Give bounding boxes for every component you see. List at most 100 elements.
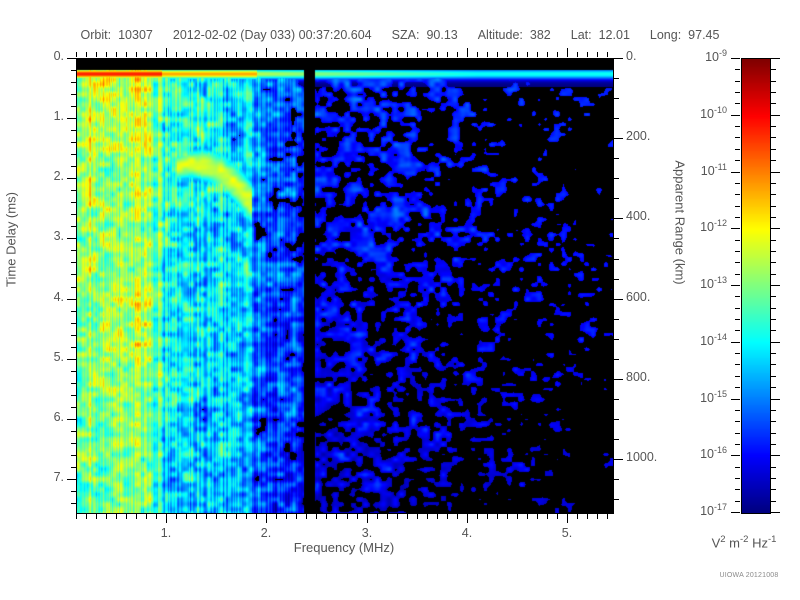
- axis-tick: [206, 514, 207, 519]
- axis-tick: [71, 287, 76, 288]
- sza-label: SZA:: [391, 28, 420, 42]
- x-tick-label: 3.: [361, 526, 373, 540]
- axis-tick: [71, 70, 76, 71]
- axis-tick: [276, 514, 277, 519]
- axis-tick: [296, 514, 297, 519]
- colorbar-tick: [731, 172, 740, 173]
- axis-tick: [347, 514, 348, 519]
- axis-tick: [397, 514, 398, 519]
- axis-tick: [507, 52, 508, 57]
- axis-tick: [614, 419, 619, 420]
- altitude-label: Altitude:: [477, 28, 523, 42]
- x-tick-label: 4.: [461, 526, 473, 540]
- colorbar-tick: [771, 501, 776, 502]
- colorbar-tick: [735, 410, 740, 411]
- axis-tick: [256, 52, 257, 57]
- colorbar-tick-label: 10-10: [700, 105, 727, 122]
- axis-tick: [166, 48, 167, 57]
- colorbar-tick: [771, 376, 776, 377]
- axis-tick: [196, 52, 197, 57]
- axis-tick: [266, 514, 267, 523]
- axis-tick: [614, 198, 619, 199]
- axis-tick: [477, 514, 478, 519]
- colorbar-tick: [771, 228, 780, 229]
- colorbar-tick: [771, 308, 776, 309]
- colorbar-tick: [771, 364, 776, 365]
- axis-tick: [296, 52, 297, 57]
- axis-tick: [176, 514, 177, 519]
- colorbar-tick: [771, 342, 780, 343]
- axis-tick: [136, 514, 137, 519]
- axis-tick: [587, 52, 588, 57]
- axis-tick: [71, 395, 76, 396]
- y-tick-label-left: 4.: [53, 290, 64, 304]
- colorbar-tick: [771, 206, 776, 207]
- datetime-value: 2012-02-02 (Day 033) 00:37:20.604: [172, 28, 372, 42]
- axis-tick: [614, 339, 619, 340]
- colorbar-gradient: [742, 59, 770, 513]
- axis-tick: [557, 52, 558, 57]
- colorbar-tick: [735, 240, 740, 241]
- axis-tick: [367, 514, 368, 523]
- credit-line: UIOWA 20121008: [719, 572, 779, 579]
- axis-tick: [266, 48, 267, 57]
- colorbar-tick: [735, 194, 740, 195]
- axis-tick: [577, 52, 578, 57]
- colorbar-units-label: V2 m-2 Hz-1: [711, 534, 777, 551]
- axis-tick: [71, 166, 76, 167]
- axis-tick: [67, 178, 76, 179]
- y-tick-label-right: 800.: [626, 370, 651, 384]
- axis-tick: [614, 118, 619, 119]
- x-tick-label: 2.: [260, 526, 272, 540]
- axis-tick: [71, 226, 76, 227]
- axis-tick: [226, 514, 227, 519]
- metadata-header: Orbit: 10307 2012-02-02 (Day 033) 00:37:20…: [0, 28, 800, 42]
- axis-tick: [67, 118, 76, 119]
- axis-tick: [71, 371, 76, 372]
- axis-tick: [614, 98, 619, 99]
- colorbar-tick: [771, 467, 776, 468]
- colorbar-tick: [771, 194, 776, 195]
- axis-tick: [71, 106, 76, 107]
- axis-tick: [246, 52, 247, 57]
- axis-tick: [71, 250, 76, 251]
- axis-tick: [487, 52, 488, 57]
- colorbar-tick: [771, 410, 776, 411]
- colorbar-tick: [771, 81, 776, 82]
- y-tick-label-left: 7.: [53, 470, 64, 484]
- axis-tick: [71, 142, 76, 143]
- x-tick-label: 5.: [561, 526, 573, 540]
- axis-tick: [614, 359, 619, 360]
- colorbar-tick: [735, 251, 740, 252]
- axis-tick: [71, 467, 76, 468]
- axis-tick: [497, 514, 498, 519]
- axis-tick: [357, 52, 358, 57]
- colorbar-tick: [771, 512, 780, 513]
- axis-tick: [467, 514, 468, 523]
- lat-value: 12.01: [598, 28, 630, 42]
- axis-tick: [67, 299, 76, 300]
- altitude-value: 382: [529, 28, 551, 42]
- lat-label: Lat:: [570, 28, 592, 42]
- axis-tick: [71, 202, 76, 203]
- axis-tick: [447, 52, 448, 57]
- colorbar-tick: [735, 376, 740, 377]
- axis-tick: [71, 82, 76, 83]
- colorbar-tick: [731, 228, 740, 229]
- colorbar-tick: [731, 455, 740, 456]
- axis-tick: [71, 323, 76, 324]
- axis-tick: [166, 514, 167, 523]
- sza-value: 90.13: [426, 28, 458, 42]
- axis-tick: [316, 52, 317, 57]
- axis-tick: [567, 514, 568, 523]
- y-tick-label-left: 5.: [53, 350, 64, 364]
- spectrogram-plot-area: [76, 58, 614, 514]
- colorbar-tick: [735, 353, 740, 354]
- colorbar-tick: [735, 69, 740, 70]
- colorbar-tick: [771, 455, 780, 456]
- axis-tick: [607, 514, 608, 519]
- colorbar-tick: [771, 251, 776, 252]
- colorbar-tick: [771, 387, 776, 388]
- axis-tick: [527, 514, 528, 519]
- colorbar-tick: [771, 421, 776, 422]
